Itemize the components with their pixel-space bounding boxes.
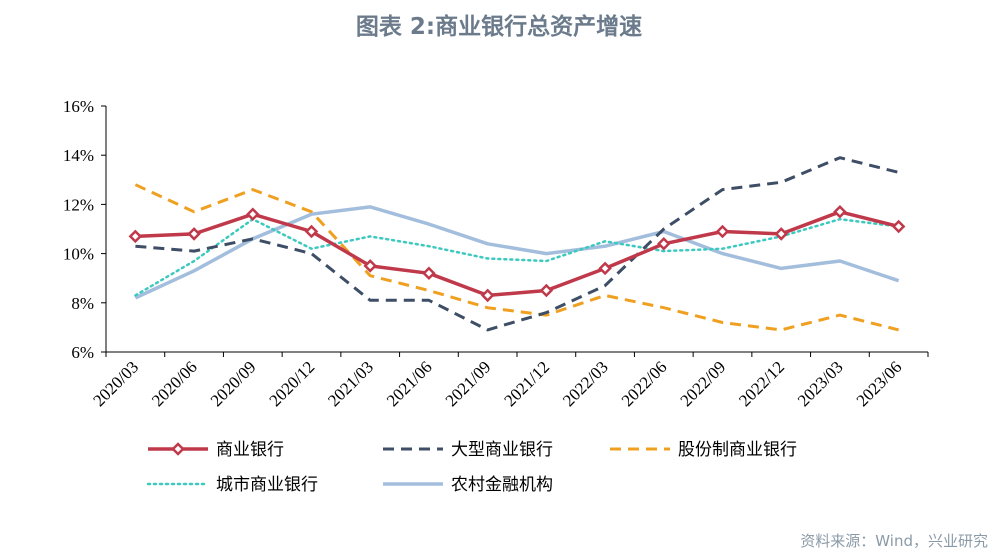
x-tick-label: 2020/03 — [89, 357, 142, 410]
data-point-marker — [715, 224, 730, 239]
y-tick-label: 12% — [63, 195, 94, 214]
data-point-marker — [304, 224, 319, 239]
series-1 — [135, 156, 899, 332]
series-line — [135, 210, 900, 298]
x-tick-label: 2023/03 — [794, 357, 847, 410]
data-point-marker — [774, 227, 788, 241]
legend-label: 农村金融机构 — [451, 475, 553, 495]
data-point-marker — [422, 266, 436, 281]
legend-item: 大型商业银行 — [383, 440, 553, 460]
x-tick-label: 2021/06 — [383, 357, 436, 410]
legend-item: 商业银行 — [148, 440, 284, 460]
source-note: 资料来源：Wind，兴业研究 — [800, 532, 988, 550]
x-tick-label: 2022/06 — [618, 357, 671, 410]
x-tick-label: 2021/09 — [442, 357, 495, 410]
series-2 — [134, 183, 899, 332]
chart-axes: 6%8%10%12%14%16%2020/03 2020/06 2020/09 202… — [63, 97, 929, 410]
x-tick-label: 2020/09 — [207, 357, 260, 410]
y-tick-label: 8% — [71, 294, 94, 313]
series-line — [134, 217, 900, 297]
legend-item: 股份制商业银行 — [610, 440, 797, 460]
x-tick-label: 2020/12 — [265, 357, 318, 410]
x-tick-label: 2021/12 — [500, 357, 553, 410]
x-tick-label: 2023/06 — [853, 357, 906, 410]
x-tick-label: 2020/06 — [148, 357, 201, 410]
x-tick-label: 2022/12 — [735, 357, 788, 410]
data-point-marker — [539, 283, 554, 298]
legend-label: 商业银行 — [216, 440, 284, 460]
chart-title: 图表 2:商业银行总资产增速 — [356, 13, 642, 40]
data-point-marker — [480, 288, 495, 303]
x-tick-label: 2021/03 — [324, 357, 377, 410]
series-4 — [134, 205, 900, 300]
legend-label: 城市商业银行 — [216, 475, 318, 495]
legend-label: 股份制商业银行 — [678, 440, 797, 460]
series-layer — [128, 156, 906, 332]
y-tick-label: 6% — [71, 343, 94, 362]
y-tick-label: 16% — [63, 97, 94, 116]
legend-item: 农村金融机构 — [383, 475, 553, 495]
x-tick-label: 2022/03 — [559, 357, 612, 410]
data-point-marker — [363, 259, 377, 273]
series-line — [135, 156, 899, 332]
data-point-marker — [128, 229, 143, 244]
legend-label: 大型商业银行 — [451, 440, 553, 460]
series-line — [134, 205, 900, 300]
data-point-marker — [246, 207, 260, 222]
y-tick-label: 10% — [63, 245, 94, 264]
y-tick-label: 14% — [63, 146, 94, 165]
data-point-marker — [187, 227, 201, 241]
data-point-marker — [598, 261, 612, 276]
series-line — [134, 183, 899, 332]
x-tick-label: 2022/09 — [676, 357, 729, 410]
legend-marker — [171, 442, 185, 456]
series-0 — [128, 205, 906, 303]
data-point-marker — [833, 205, 847, 219]
data-point-marker — [657, 236, 671, 251]
legend-item: 城市商业银行 — [146, 475, 318, 495]
series-3 — [134, 217, 900, 297]
data-point-marker — [891, 219, 906, 234]
